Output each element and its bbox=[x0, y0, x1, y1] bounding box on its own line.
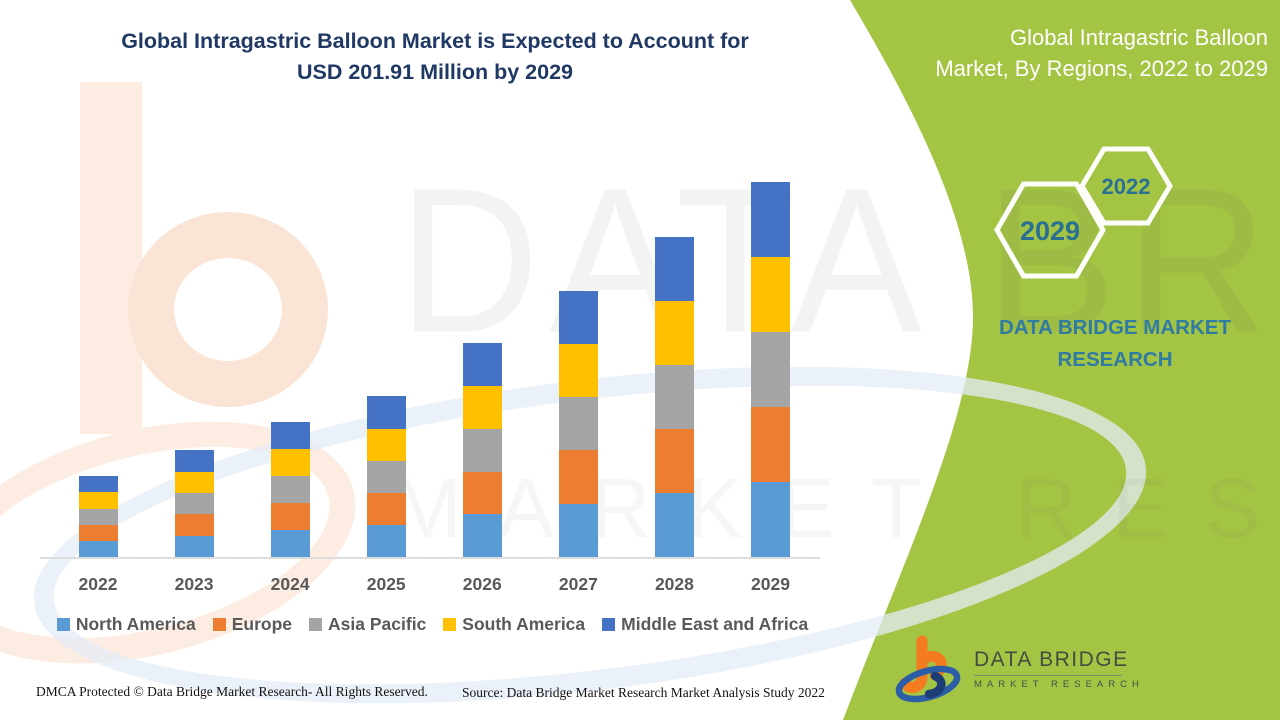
bar-segment-north-america bbox=[558, 503, 598, 557]
plot-area bbox=[40, 169, 820, 559]
dbmr-logo: DATA BRIDGE MARKET RESEARCH bbox=[892, 633, 1144, 705]
bar-segment-south-america bbox=[174, 471, 214, 493]
bar-segment-middle-east-and-africa bbox=[174, 450, 214, 472]
legend-label: Europe bbox=[231, 614, 293, 634]
bar-segment-asia-pacific bbox=[366, 460, 406, 493]
legend-item-south-america: South America bbox=[443, 614, 585, 635]
dbmr-logo-title: DATA BRIDGE bbox=[974, 648, 1129, 671]
bar-segment-asia-pacific bbox=[654, 364, 694, 429]
legend-item-north-america: North America bbox=[56, 614, 196, 635]
dbmr-logo-subtitle: MARKET RESEARCH bbox=[974, 679, 1144, 690]
legend-label: South America bbox=[462, 614, 586, 634]
x-axis-label-2029: 2029 bbox=[751, 574, 790, 594]
bar-segment-middle-east-and-africa bbox=[750, 182, 790, 258]
bar-segment-europe bbox=[462, 471, 502, 515]
footer-dmca: DMCA Protected © Data Bridge Market Rese… bbox=[36, 684, 428, 699]
bar-segment-middle-east-and-africa bbox=[558, 290, 598, 344]
brand-text: DATA BRIDGE MARKET RESEARCH bbox=[965, 312, 1265, 376]
bar-segment-south-america bbox=[750, 257, 790, 333]
legend-swatch-icon bbox=[602, 618, 616, 631]
bar-segment-north-america bbox=[750, 482, 790, 557]
bar-segment-asia-pacific bbox=[750, 332, 790, 408]
bar-2023 bbox=[174, 450, 214, 557]
legend-swatch-icon bbox=[56, 618, 70, 631]
x-axis-label-2023: 2023 bbox=[174, 574, 214, 594]
bar-2022 bbox=[78, 476, 118, 557]
bar-segment-middle-east-and-africa bbox=[462, 343, 502, 387]
bar-segment-north-america bbox=[462, 514, 502, 557]
bar-segment-europe bbox=[750, 407, 790, 483]
chart-title-line1: Global Intragastric Balloon Market is Ex… bbox=[121, 29, 749, 53]
bar-segment-asia-pacific bbox=[270, 476, 310, 504]
chart-title: Global Intragastric Balloon Market is Ex… bbox=[60, 26, 810, 88]
hexagon-2022 bbox=[1079, 146, 1173, 226]
x-axis-label-2022: 2022 bbox=[78, 574, 118, 594]
legend-label: Middle East and Africa bbox=[621, 614, 809, 634]
hexagon-2029 bbox=[994, 181, 1106, 279]
bar-segment-north-america bbox=[78, 540, 118, 557]
bar-segment-south-america bbox=[366, 428, 406, 461]
bar-segment-south-america bbox=[654, 300, 694, 365]
legend-item-europe: Europe bbox=[212, 614, 293, 635]
legend-swatch-icon bbox=[443, 618, 457, 631]
bar-segment-middle-east-and-africa bbox=[654, 236, 694, 301]
bar-segment-middle-east-and-africa bbox=[270, 422, 310, 450]
bar-segment-europe bbox=[270, 503, 310, 531]
bar-2027 bbox=[558, 290, 598, 557]
dbmr-logo-texts: DATA BRIDGE MARKET RESEARCH bbox=[974, 648, 1144, 690]
bar-2028 bbox=[654, 236, 694, 557]
bar-segment-middle-east-and-africa bbox=[78, 476, 118, 493]
bar-segment-north-america bbox=[174, 535, 214, 557]
x-axis-label-2026: 2026 bbox=[462, 574, 502, 594]
bar-segment-asia-pacific bbox=[558, 397, 598, 451]
bar-segment-north-america bbox=[270, 530, 310, 557]
bar-2029 bbox=[750, 182, 790, 557]
bar-segment-asia-pacific bbox=[462, 428, 502, 472]
bar-2025 bbox=[366, 396, 406, 557]
chart-title-line2: USD 201.91 Million by 2029 bbox=[296, 60, 574, 84]
side-panel-title-line2: Market, By Regions, 2022 to 2029 bbox=[935, 56, 1268, 81]
footer-source: Source: Data Bridge Market Research Mark… bbox=[462, 685, 825, 700]
bar-segment-europe bbox=[78, 524, 118, 541]
x-axis-label-2024: 2024 bbox=[270, 574, 310, 594]
brand-text-line1: DATA BRIDGE MARKET bbox=[999, 316, 1231, 339]
legend-swatch-icon bbox=[212, 618, 226, 631]
dbmr-logo-mark-icon bbox=[895, 635, 961, 703]
year-hexagons: 2029 2022 bbox=[994, 146, 1173, 279]
x-axis-label-2028: 2028 bbox=[654, 574, 694, 594]
legend-item-asia-pacific: Asia Pacific bbox=[309, 614, 426, 635]
legend-label: North America bbox=[75, 614, 196, 634]
bar-segment-south-america bbox=[270, 449, 310, 477]
bar-segment-south-america bbox=[558, 343, 598, 398]
bar-segment-south-america bbox=[78, 492, 118, 509]
dbmr-logo-divider bbox=[974, 675, 1122, 676]
chart-legend: North America Europe Asia Pacific South Ame… bbox=[40, 614, 825, 635]
x-axis-line bbox=[40, 557, 820, 559]
bar-segment-north-america bbox=[654, 492, 694, 557]
bar-segment-asia-pacific bbox=[78, 508, 118, 525]
side-panel-title: Global Intragastric Balloon Market, By R… bbox=[868, 22, 1268, 84]
x-axis-label-2025: 2025 bbox=[366, 574, 406, 594]
bar-segment-south-america bbox=[462, 386, 502, 429]
x-axis-label-2027: 2027 bbox=[558, 574, 598, 594]
bar-segment-north-america bbox=[366, 524, 406, 557]
side-panel-title-line1: Global Intragastric Balloon bbox=[1009, 25, 1268, 50]
bar-segment-europe bbox=[366, 492, 406, 525]
bar-segment-asia-pacific bbox=[174, 492, 214, 515]
bar-segment-middle-east-and-africa bbox=[366, 396, 406, 429]
brand-text-line2: RESEARCH bbox=[1057, 348, 1173, 371]
legend-item-middle-east-and-africa: Middle East and Africa bbox=[602, 614, 808, 635]
bar-2026 bbox=[462, 343, 502, 557]
legend-swatch-icon bbox=[309, 618, 323, 631]
bar-segment-europe bbox=[174, 514, 214, 536]
legend-label: Asia Pacific bbox=[328, 614, 427, 634]
green-panel-shape bbox=[843, 0, 1280, 720]
bar-segment-europe bbox=[558, 450, 598, 504]
bar-2024 bbox=[270, 422, 310, 557]
hexagon-2022-label: 2022 bbox=[1102, 174, 1151, 199]
bar-segment-europe bbox=[654, 428, 694, 493]
hexagon-2029-label: 2029 bbox=[1020, 216, 1080, 246]
